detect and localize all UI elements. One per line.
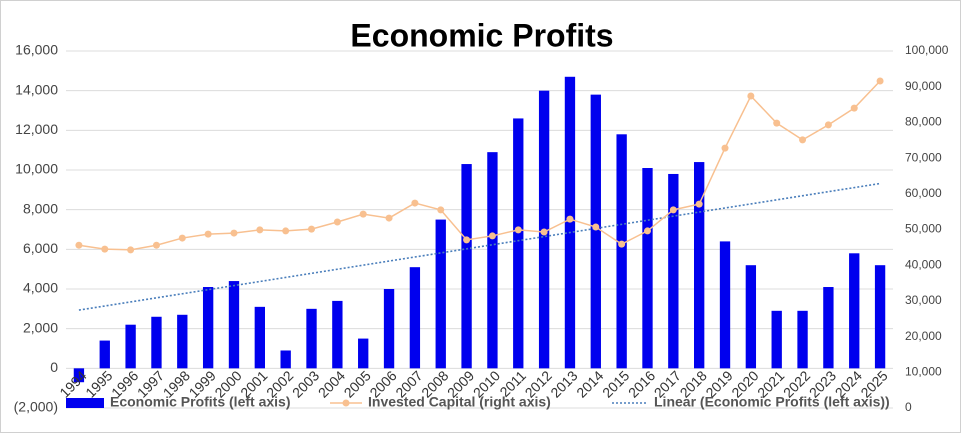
y-tick-label: 14,000 [15, 81, 58, 97]
capital-point [359, 210, 367, 218]
bar [694, 162, 705, 369]
bar [99, 340, 110, 369]
capital-point [773, 119, 781, 127]
legend-label: Economic Profits (left axis) [110, 394, 290, 410]
capital-point [850, 104, 858, 112]
capital-point [876, 77, 884, 85]
bar [409, 267, 421, 369]
y2-tick-label: 10,000 [905, 364, 942, 378]
y-tick-label: 12,000 [15, 121, 58, 137]
capital-point [75, 241, 83, 249]
y-tick-label: 8,000 [23, 200, 58, 216]
bar [797, 310, 808, 369]
bar [823, 287, 834, 369]
y2-tick-label: 60,000 [905, 186, 942, 200]
y-tick-label: (2,000) [14, 399, 58, 415]
y-tick-label: 4,000 [23, 280, 58, 296]
bar [280, 350, 291, 369]
capital-point [721, 144, 729, 152]
bar [668, 173, 679, 369]
bar [254, 306, 265, 369]
capital-point [747, 92, 755, 100]
legend-swatch [342, 399, 350, 407]
capital-point [643, 227, 651, 235]
bar [487, 152, 498, 369]
bar [306, 308, 317, 369]
capital-line [78, 80, 881, 251]
bar [125, 324, 136, 369]
capital-point [127, 246, 135, 254]
capital-point [411, 199, 419, 207]
capital-point [152, 241, 160, 249]
y-tick-label: 10,000 [15, 161, 58, 177]
bar [383, 289, 395, 369]
y2-tick-label: 50,000 [905, 222, 942, 236]
bar [435, 219, 446, 369]
y2-tick-label: 70,000 [905, 150, 942, 164]
y2-tick-label: 90,000 [905, 79, 942, 93]
capital-point [514, 226, 522, 234]
bar [719, 241, 731, 369]
bar [616, 134, 627, 369]
y-tick-label: 2,000 [23, 319, 58, 335]
bar [874, 265, 886, 369]
bar [177, 314, 188, 369]
capital-point [204, 230, 212, 238]
trend-line [78, 182, 881, 311]
bar [151, 316, 162, 369]
bar [73, 368, 85, 383]
bar [461, 164, 472, 369]
capital-point [256, 226, 264, 234]
y-tick-label: 16,000 [15, 42, 58, 58]
capital-point [592, 223, 600, 231]
y2-tick-label: 100,000 [905, 43, 949, 57]
bar [202, 287, 214, 369]
y-tick-label: 0 [50, 359, 58, 375]
y2-tick-label: 0 [905, 400, 912, 414]
capital-point [333, 218, 341, 226]
legend-swatch [66, 398, 104, 408]
y-tick-label: 6,000 [23, 240, 58, 256]
y2-tick-label: 80,000 [905, 115, 942, 129]
legend-label: Linear (Economic Profits (left axis)) [654, 394, 890, 410]
bar [513, 118, 524, 369]
capital-point [618, 240, 626, 248]
capital-point [230, 229, 238, 237]
capital-point [101, 245, 109, 253]
bar [332, 300, 343, 369]
bar [358, 338, 369, 369]
capital-point [308, 225, 316, 233]
capital-point [799, 136, 807, 144]
bar [745, 265, 757, 369]
capital-point [540, 228, 548, 236]
bar [642, 168, 653, 369]
capital-point [463, 236, 471, 244]
capital-point [282, 227, 290, 235]
capital-point [385, 214, 393, 222]
bar [228, 281, 240, 369]
capital-point [669, 206, 677, 214]
capital-point [824, 121, 832, 129]
bar [849, 253, 860, 369]
capital-point [488, 232, 496, 240]
capital-point [178, 234, 186, 242]
capital-point [695, 200, 703, 208]
bar [590, 94, 601, 369]
capital-point [566, 215, 574, 223]
legend-label: Invested Capital (right axis) [368, 394, 551, 410]
chart-title: Economic Profits [350, 17, 613, 53]
capital-point [437, 206, 445, 214]
y2-tick-label: 30,000 [905, 293, 942, 307]
bar [771, 310, 782, 369]
y2-tick-label: 20,000 [905, 329, 942, 343]
y2-tick-label: 40,000 [905, 257, 942, 271]
